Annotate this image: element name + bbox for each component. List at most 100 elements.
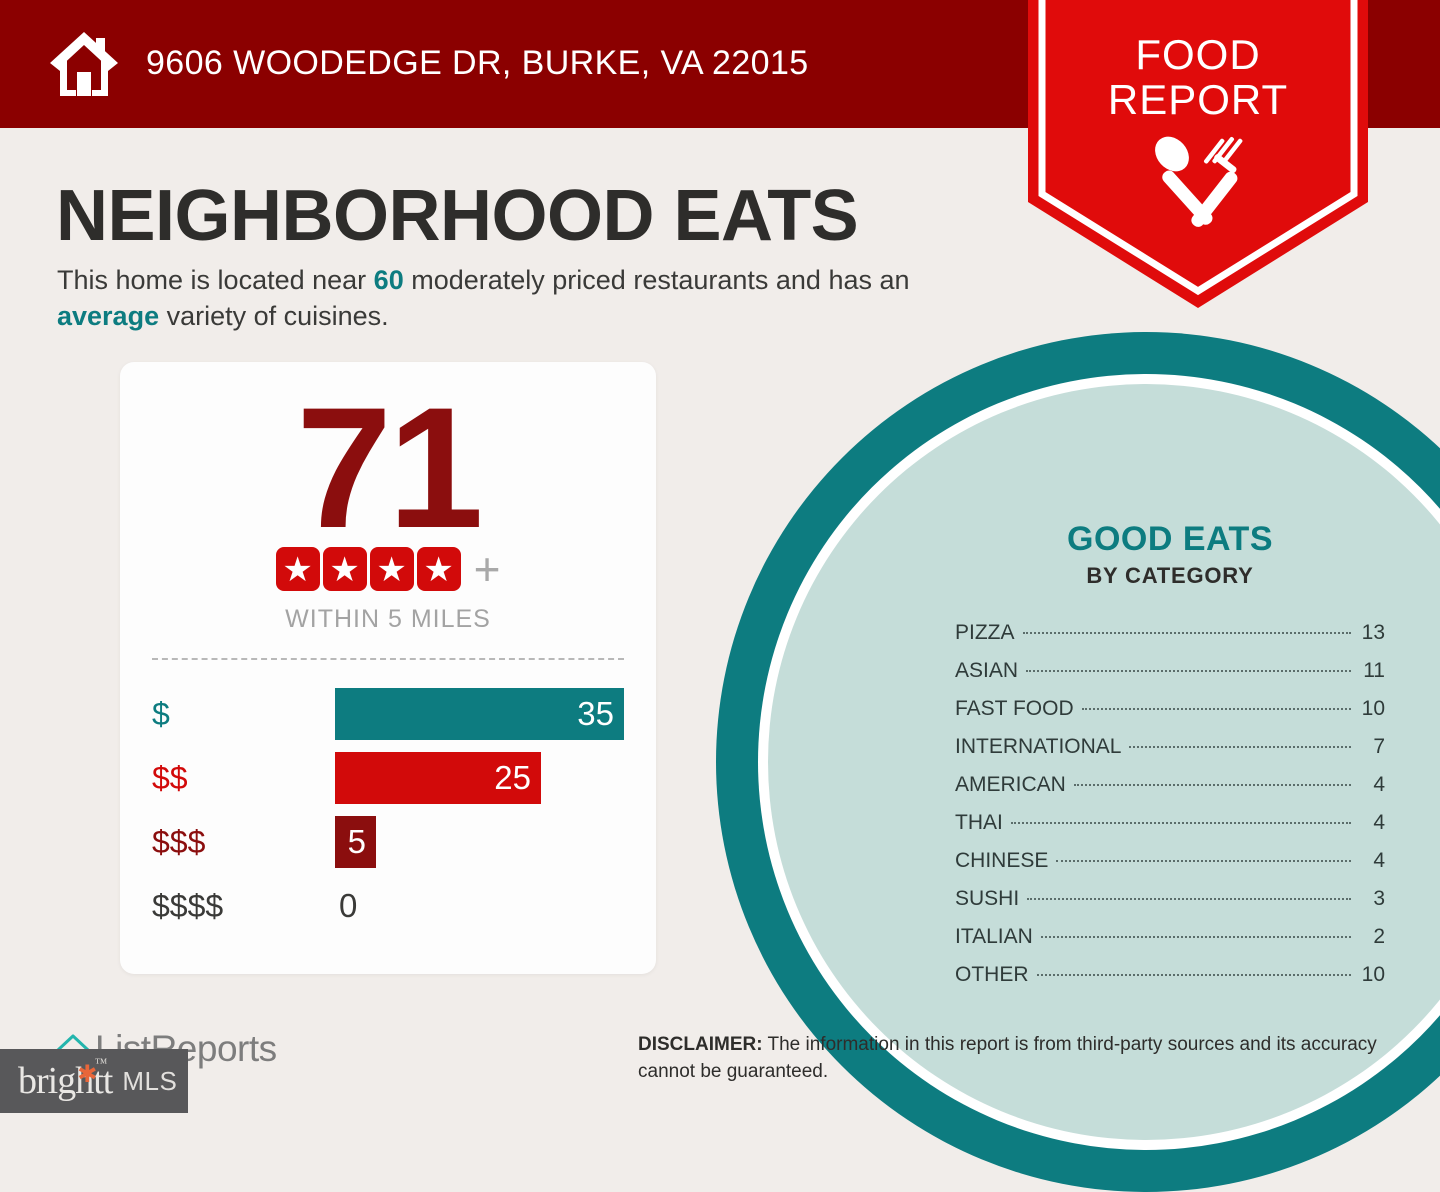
bright-star-icon: ✱ (77, 1062, 97, 1088)
category-list: PIZZA 13 ASIAN 11 FAST FOOD 10 INTERNATIONAL 7 A… (955, 621, 1385, 1001)
disclaimer-text: The information in this report is from t… (638, 1034, 1377, 1082)
price-bar-row: $35 (120, 682, 656, 746)
star-glyph: ★ (376, 551, 407, 589)
category-name: CHINESE (955, 849, 1049, 872)
star-glyph: ★ (329, 551, 360, 589)
category-count: 4 (1373, 811, 1385, 834)
price-level-label: $ (152, 695, 170, 732)
star-icon: ★ (322, 547, 367, 591)
category-count: 3 (1373, 887, 1385, 910)
price-bar-row: $$$ 5 (120, 810, 656, 874)
category-count: 2 (1373, 925, 1385, 948)
category-name: FAST FOOD (955, 697, 1074, 720)
badge-line-2: REPORT (1107, 76, 1289, 123)
bright-mls-logo: brightt ✱ ™ MLS (0, 1049, 188, 1113)
category-dot-leader (1036, 974, 1351, 976)
category-dot-leader (1026, 670, 1351, 672)
page-title: NEIGHBORHOOD EATS (56, 176, 859, 256)
category-name: ITALIAN (955, 925, 1033, 948)
teal-circle-graphic (716, 332, 1440, 1192)
badge-line-1: FOOD (1135, 31, 1261, 78)
category-row: INTERNATIONAL 7 (955, 735, 1385, 773)
price-bar-fill: 35 (335, 688, 624, 740)
price-bar-value: 25 (494, 759, 531, 796)
star-plus: + (473, 543, 501, 595)
category-dot-leader (1040, 936, 1351, 938)
category-dot-leader (1056, 860, 1351, 862)
star-icon: ★ (416, 547, 461, 591)
category-count: 10 (1361, 697, 1385, 720)
category-count: 4 (1373, 849, 1385, 872)
category-name: INTERNATIONAL (955, 735, 1122, 758)
category-dot-leader (1073, 784, 1351, 786)
bright-wordmark: brightt ✱ ™ (18, 1055, 113, 1102)
category-count: 13 (1361, 621, 1385, 644)
category-count: 11 (1363, 659, 1385, 682)
price-bar-track: 35 (335, 682, 656, 746)
food-score-value: 71 (296, 372, 483, 564)
price-bar-row: $$ 25 (120, 746, 656, 810)
category-dot-leader (1010, 822, 1351, 824)
star-icon: ★ (369, 547, 414, 591)
category-row: AMERICAN 4 (955, 773, 1385, 811)
category-dot-leader (1027, 898, 1351, 900)
category-dot-leader (1081, 708, 1351, 710)
good-eats-panel: GOOD EATS BY CATEGORY PIZZA 13 ASIAN 11 FAST… (955, 520, 1385, 1001)
within-radius-label: WITHIN 5 MILES (285, 605, 491, 633)
category-dot-leader (1129, 746, 1351, 748)
category-name: OTHER (955, 963, 1029, 986)
circle-inner-fill (768, 384, 1440, 1140)
good-eats-title: GOOD EATS (1067, 520, 1273, 558)
price-level-bar-chart: $35 $$ 25 $$$ 5 $$$$ 0 (120, 682, 656, 938)
category-row: ASIAN 11 (955, 659, 1385, 697)
mls-wordmark: MLS (122, 1065, 178, 1096)
page-subtitle: This home is located near 60 moderately … (57, 262, 997, 334)
card-divider (152, 658, 624, 660)
price-bar-track: 5 (335, 810, 656, 874)
trademark-symbol: ™ (94, 1055, 108, 1070)
category-count: 7 (1373, 735, 1385, 758)
star-rating: ★ ★ ★ ★ + (120, 543, 656, 595)
category-name: ASIAN (955, 659, 1019, 682)
subtitle-part-1: This home is located near (57, 265, 374, 295)
category-name: PIZZA (955, 621, 1015, 644)
category-row: PIZZA 13 (955, 621, 1385, 659)
header-address: 9606 WOODEDGE DR, BURKE, VA 22015 (146, 44, 809, 82)
category-row: CHINESE 4 (955, 849, 1385, 887)
disclaimer-label: DISCLAIMER: (638, 1034, 763, 1055)
category-count: 4 (1373, 773, 1385, 796)
star-glyph: ★ (423, 551, 454, 589)
price-bar-value: 5 (347, 823, 366, 860)
category-name: AMERICAN (955, 773, 1066, 796)
food-report-badge: FOOD REPORT (1028, 0, 1368, 308)
price-bar-value: 35 (577, 695, 614, 732)
star-icon: ★ (275, 547, 320, 591)
price-level-label: $$$$ (152, 887, 224, 924)
category-count: 10 (1361, 963, 1385, 986)
category-dot-leader (1022, 632, 1351, 634)
category-name: THAI (955, 811, 1003, 834)
price-bar-value: 0 (339, 887, 358, 924)
score-card: 71 ★ ★ ★ ★ + WITHIN 5 MILES $35 $$ 25 $$$ 5 $$$$ 0 (120, 362, 656, 974)
spoon-fork-icon (1155, 136, 1243, 227)
price-bar-fill: 25 (335, 752, 541, 804)
subtitle-part-2: moderately priced restaurants and has an (403, 265, 910, 295)
disclaimer: DISCLAIMER: The information in this repo… (638, 1031, 1398, 1085)
category-row: OTHER 10 (955, 963, 1385, 1001)
price-bar-row: $$$$ 0 (120, 874, 656, 938)
price-bar-track: 25 (335, 746, 656, 810)
category-name: SUSHI (955, 887, 1020, 910)
good-eats-subtitle: BY CATEGORY (1086, 563, 1254, 588)
price-bar-track: 0 (335, 874, 656, 938)
price-level-label: $$ (152, 759, 188, 796)
category-row: ITALIAN 2 (955, 925, 1385, 963)
variety-value: average (57, 301, 160, 331)
subtitle-part-3: variety of cuisines. (159, 301, 389, 331)
badge-shape (1028, 0, 1368, 308)
restaurant-count: 60 (373, 265, 404, 295)
bright-text: bright (18, 1060, 104, 1102)
price-bar-fill: 5 (335, 816, 376, 868)
home-icon (50, 32, 118, 96)
price-level-label: $$$ (152, 823, 206, 860)
star-glyph: ★ (282, 551, 313, 589)
